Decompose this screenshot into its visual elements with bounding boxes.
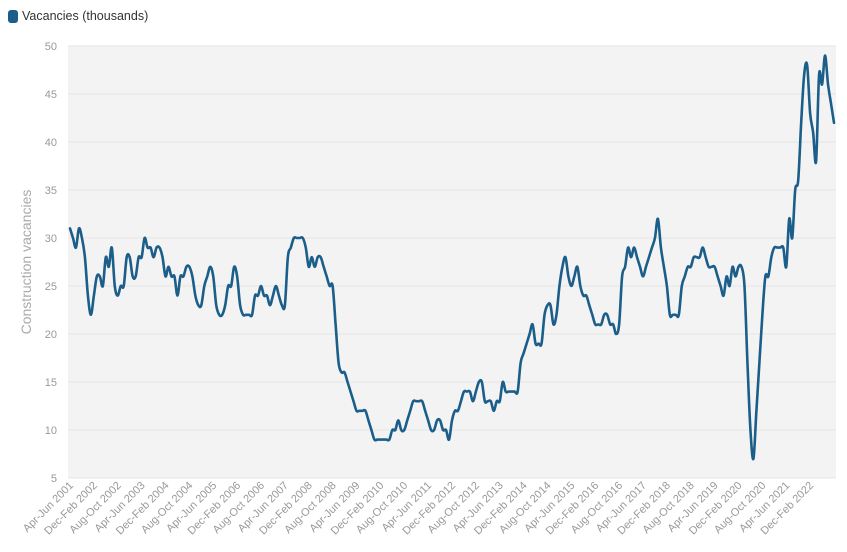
y-axis-label: Construction vacancies xyxy=(18,190,34,335)
y-tick-label: 15 xyxy=(45,377,57,389)
y-tick-label: 35 xyxy=(45,185,57,197)
y-tick-label: 5 xyxy=(51,473,57,485)
y-tick-label: 50 xyxy=(45,41,57,53)
y-tick-label: 40 xyxy=(45,137,57,149)
y-tick-label: 45 xyxy=(45,89,57,101)
y-tick-label: 30 xyxy=(45,233,57,245)
grid-lines xyxy=(68,45,836,479)
series-line-vacancies[interactable] xyxy=(68,54,836,461)
legend-label: Vacancies (thousands) xyxy=(22,9,149,23)
plot-area xyxy=(68,46,836,478)
y-tick-label: 20 xyxy=(45,329,57,341)
y-tick-label: 25 xyxy=(45,281,57,293)
y-tick-labels: 5 10 15 20 25 30 35 40 45 50 xyxy=(45,41,57,485)
legend-swatch xyxy=(8,9,18,23)
legend[interactable]: Vacancies (thousands) xyxy=(8,9,148,23)
series-layer xyxy=(68,54,836,461)
y-tick-label: 10 xyxy=(45,425,57,437)
